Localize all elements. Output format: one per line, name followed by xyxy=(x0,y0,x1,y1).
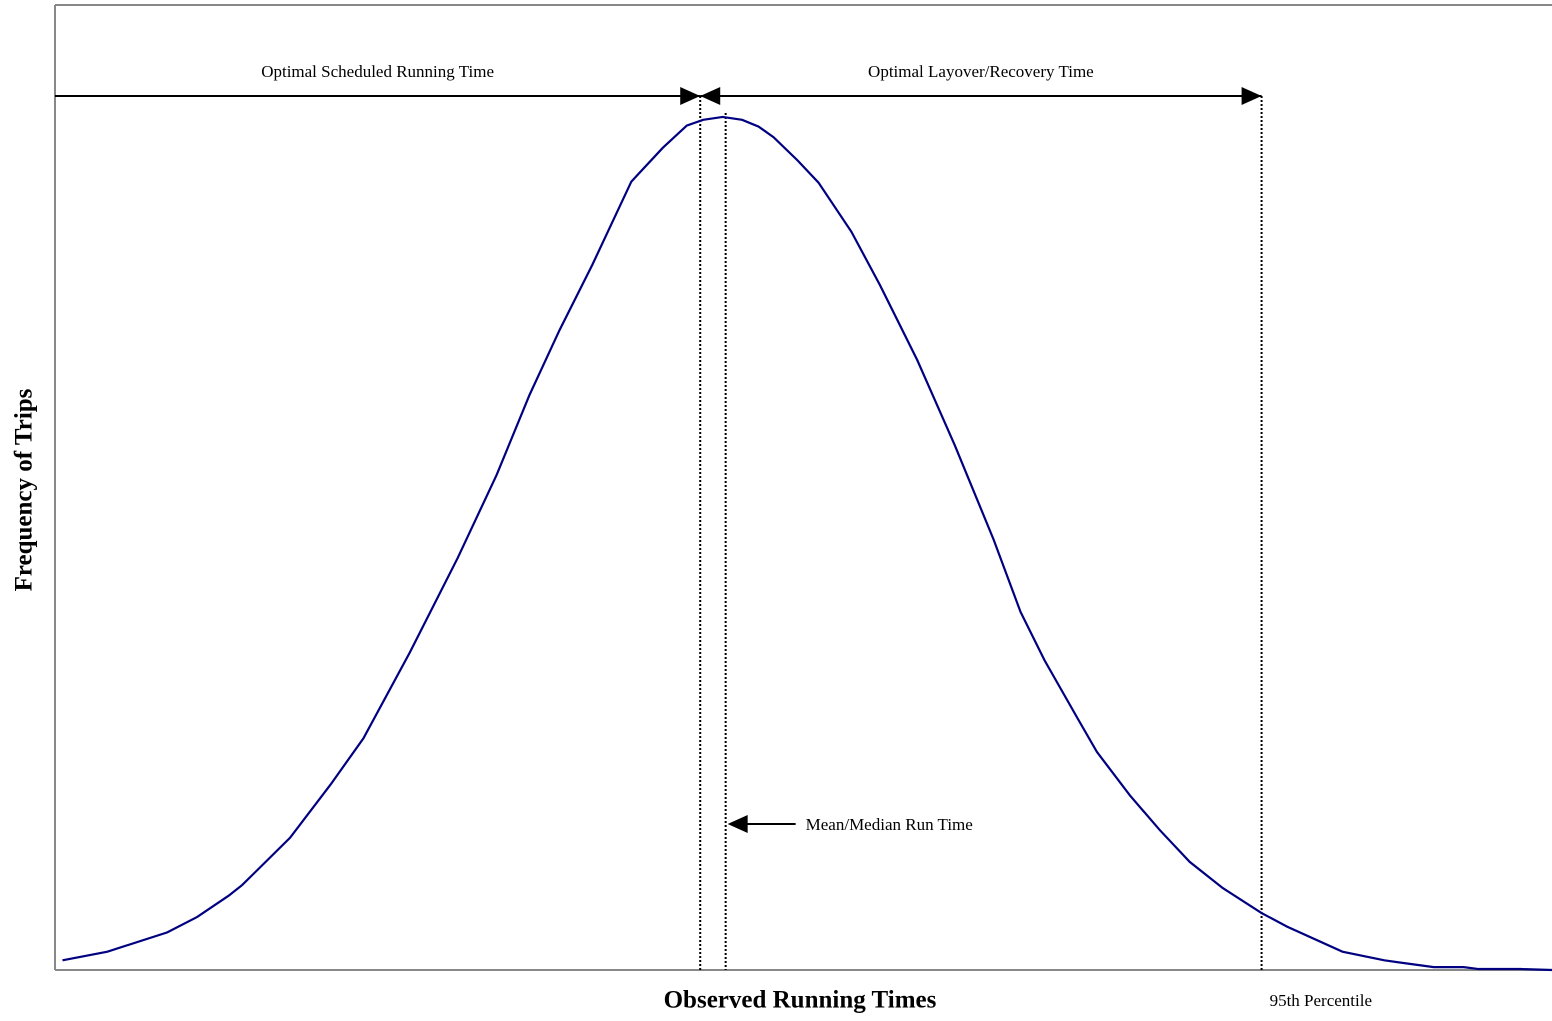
span-label: Optimal Scheduled Running Time xyxy=(261,62,494,81)
arrow-head xyxy=(700,87,721,105)
annotation-label: Mean/Median Run Time xyxy=(806,815,973,834)
arrow-head xyxy=(680,87,701,105)
span-label: Optimal Layover/Recovery Time xyxy=(868,62,1094,81)
y-axis-title: Frequency of Trips xyxy=(11,388,38,591)
arrow-head xyxy=(1241,87,1262,105)
arrow-head xyxy=(727,815,748,833)
annotation-label: 95th Percentile xyxy=(1270,991,1372,1010)
x-axis-title: Observed Running Times xyxy=(664,987,937,1014)
curve xyxy=(62,115,1552,972)
